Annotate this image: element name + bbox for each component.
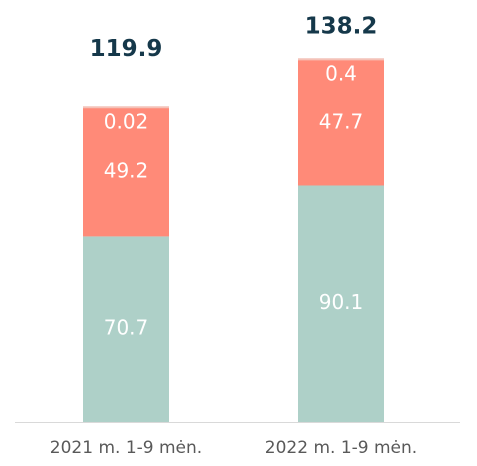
total-label: 138.2 (305, 14, 378, 40)
value-label: 90.1 (319, 290, 364, 314)
x-tick-label: 2022 m. 1-9 mėn. (265, 438, 417, 458)
value-label: 47.7 (319, 109, 364, 133)
value-label: 0.4 (325, 62, 357, 86)
bar-segment (298, 185, 384, 422)
x-tick-label: 2021 m. 1-9 mėn. (50, 438, 202, 458)
bar-segment (298, 60, 384, 186)
bar-segment (83, 236, 169, 422)
value-label: 49.2 (104, 158, 149, 182)
total-label: 119.9 (90, 36, 163, 62)
bar-segment (83, 107, 169, 237)
value-label: 70.7 (104, 316, 149, 340)
value-label: 0.02 (104, 110, 149, 134)
